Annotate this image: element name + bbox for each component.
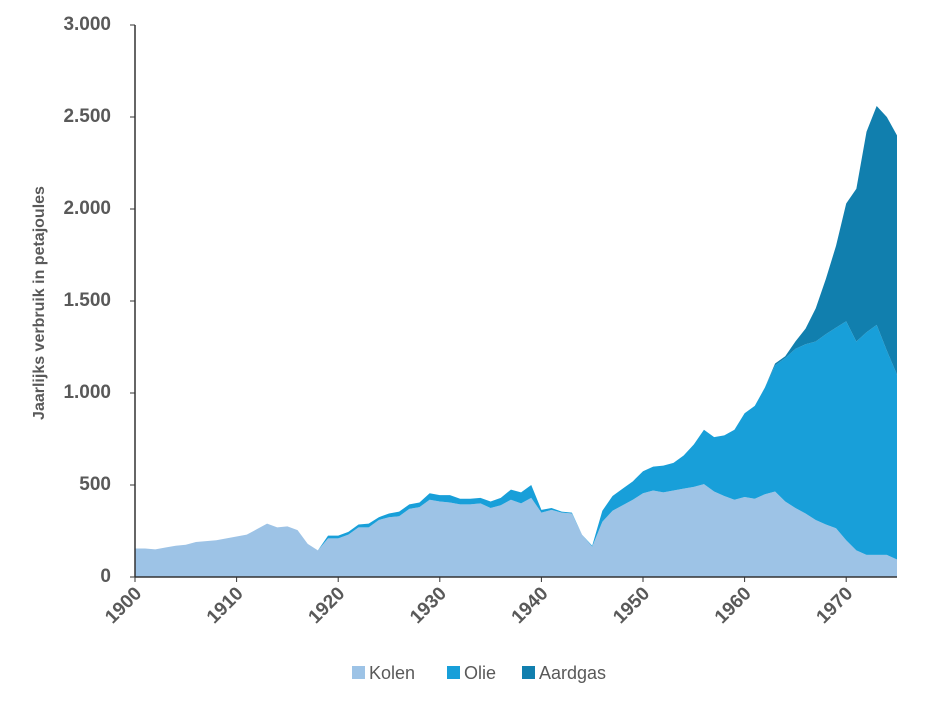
x-tick-label: 1910 [203, 583, 248, 628]
x-tick-label: 1940 [508, 583, 553, 628]
legend-swatch [352, 666, 365, 679]
y-tick-label: 2.500 [63, 106, 111, 127]
legend-label: Aardgas [539, 663, 606, 683]
x-tick-label: 1960 [711, 583, 756, 628]
x-tick-label: 1970 [813, 583, 858, 628]
area [135, 484, 897, 577]
y-tick-label: 1.000 [63, 382, 111, 403]
legend-label: Olie [464, 663, 496, 683]
x-tick-label: 1950 [609, 583, 654, 628]
x-tick-label: 1920 [305, 583, 350, 628]
y-tick-label: 2.000 [63, 198, 111, 219]
x-tick-label: 1930 [406, 583, 451, 628]
legend-swatch [522, 666, 535, 679]
legend-swatch [447, 666, 460, 679]
area [135, 321, 897, 560]
y-tick-label: 500 [79, 474, 111, 495]
y-tick-label: 3.000 [63, 14, 111, 35]
y-tick-label: 0 [100, 566, 111, 587]
x-tick-label: 1900 [101, 583, 146, 628]
y-tick-label: 1.500 [63, 290, 111, 311]
legend-label: Kolen [369, 663, 415, 683]
y-axis-label: Jaarlijks verbruik in petajoules [31, 186, 48, 420]
